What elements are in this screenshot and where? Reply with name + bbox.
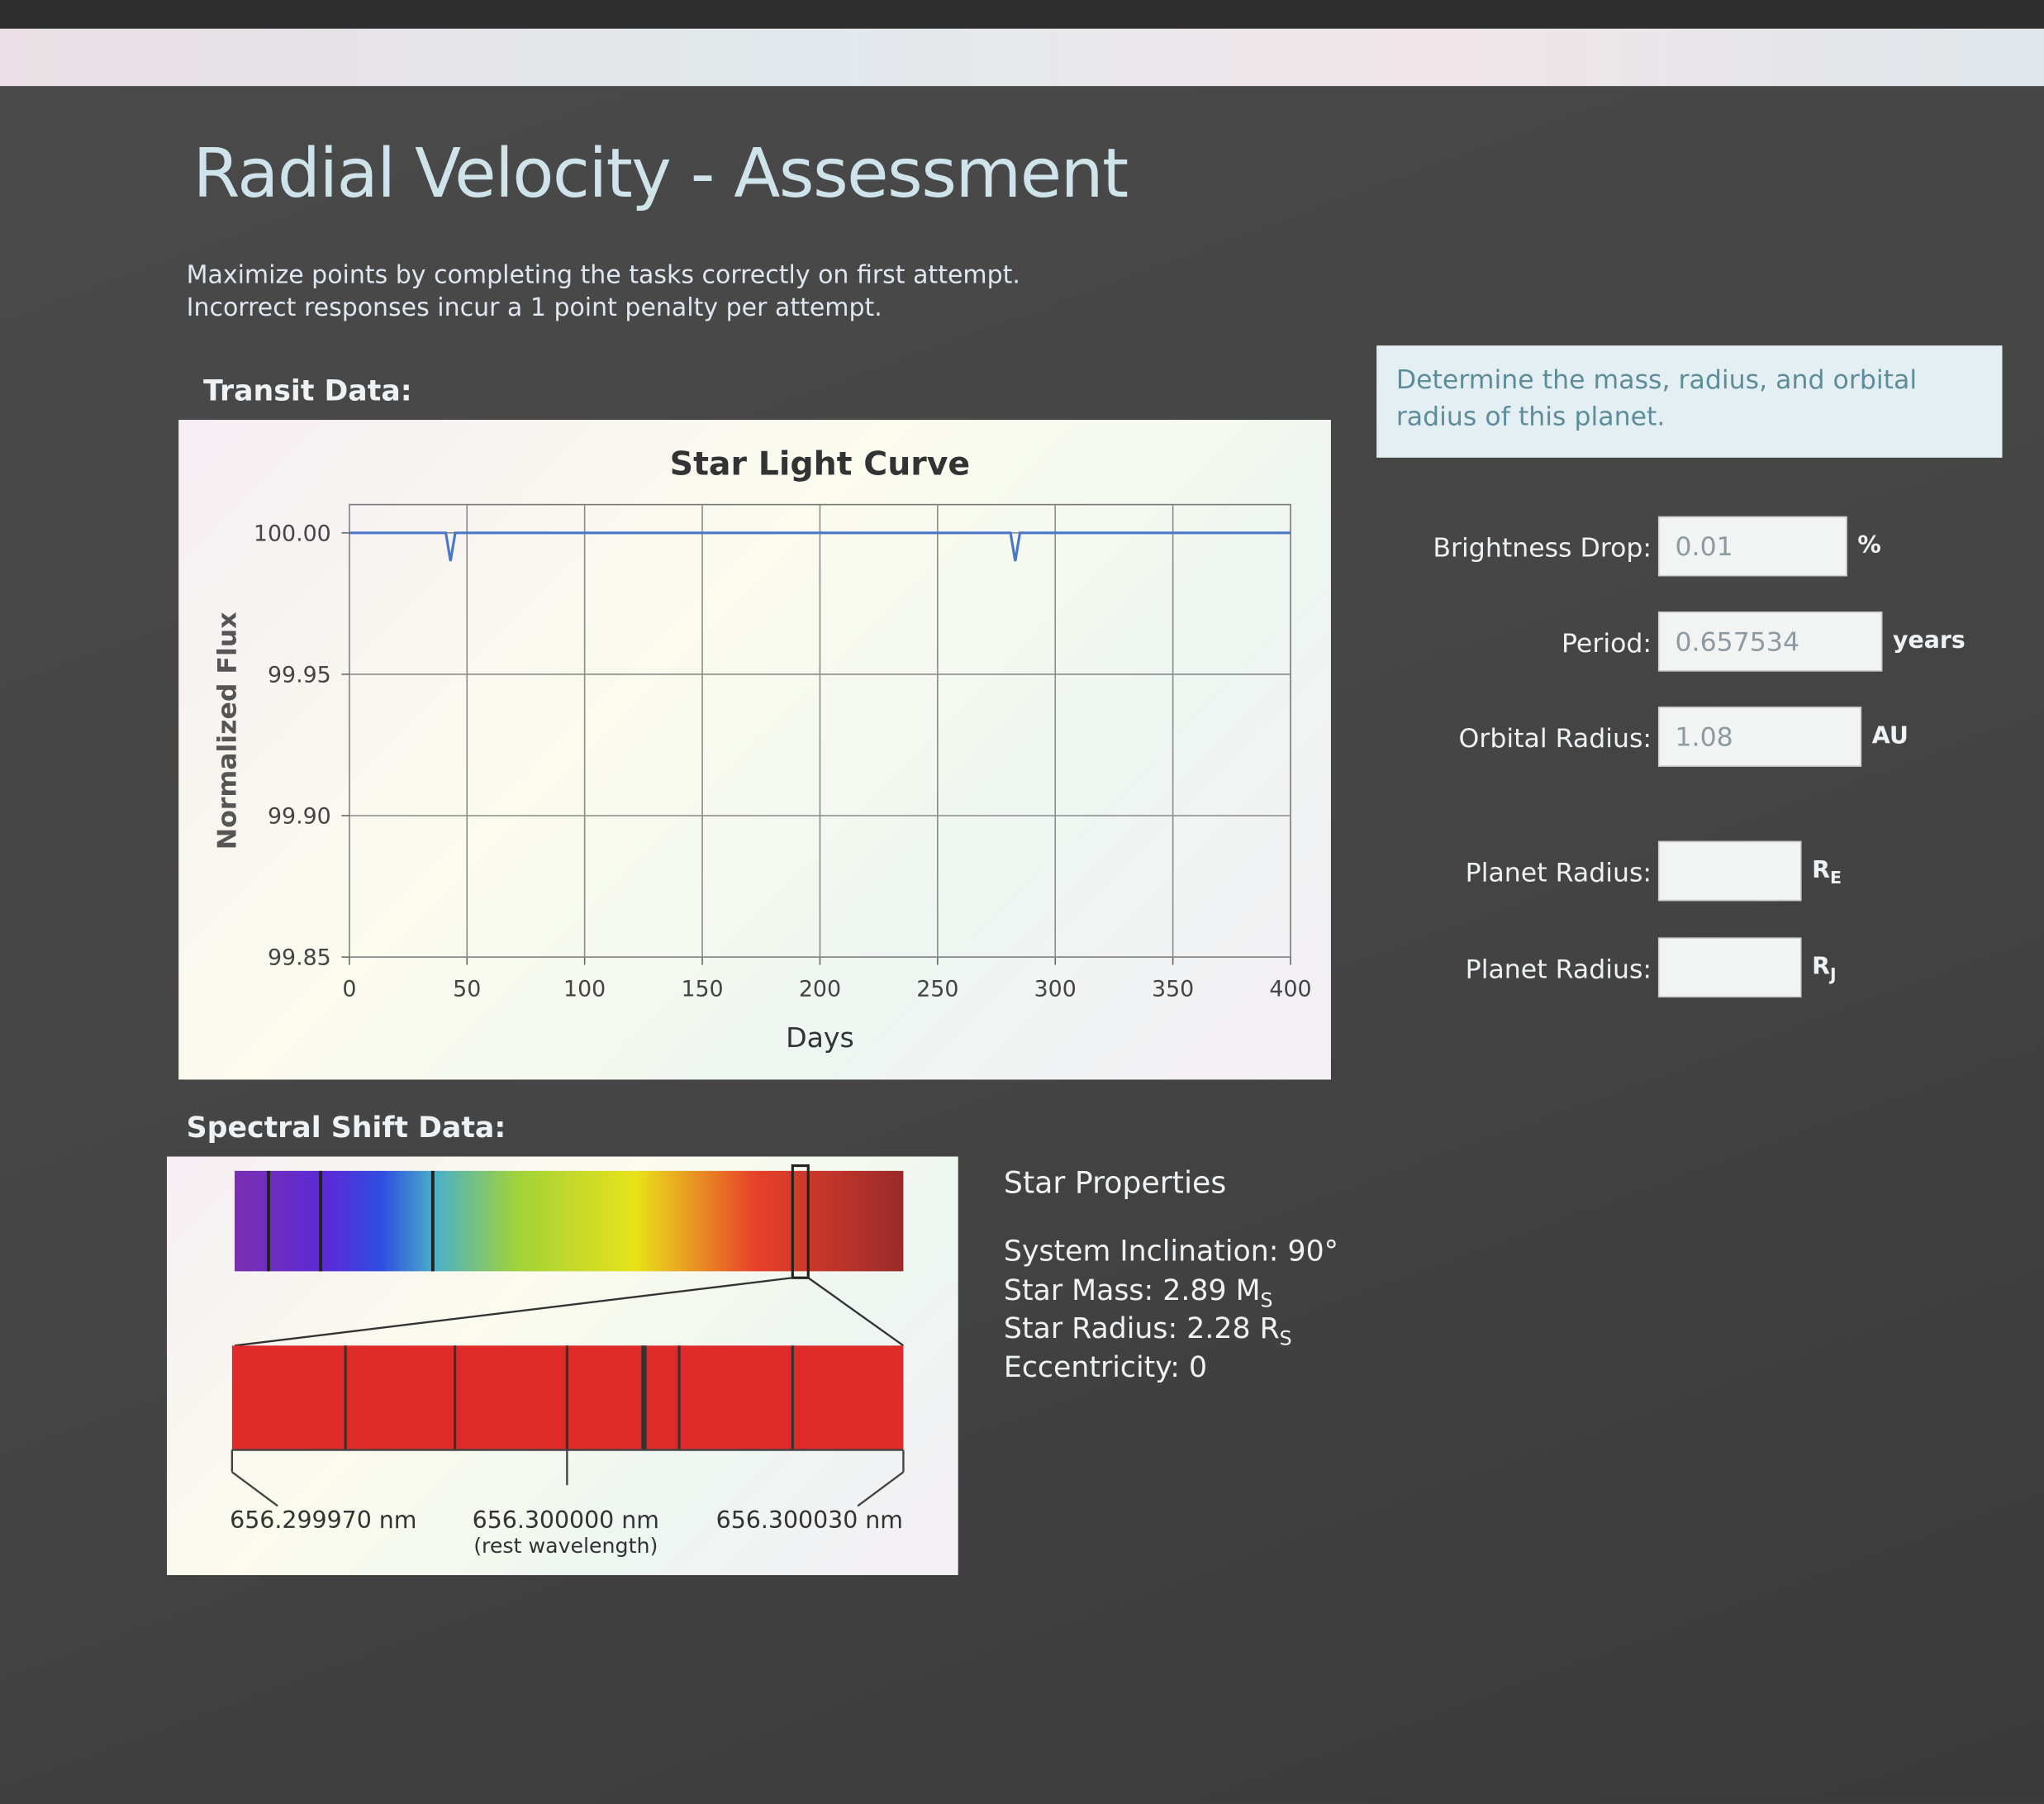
field-label: Orbital Radius: [1458, 722, 1652, 754]
x-tick-label: 200 [799, 976, 841, 1002]
wavelength-label: 656.300000 nm [473, 1507, 659, 1534]
y-tick-label: 100.00 [254, 521, 331, 546]
property-text: Eccentricity: 0 [1003, 1351, 1208, 1384]
field-input[interactable] [1657, 937, 1802, 998]
property-line: System Inclination: 90° [1004, 1236, 1338, 1269]
field-unit: RJ [1812, 953, 1837, 985]
x-tick-label: 150 [681, 976, 723, 1002]
field-label: Planet Radius: [1465, 856, 1652, 888]
property-line: Eccentricity: 0 [1004, 1351, 1207, 1383]
field-input[interactable] [1657, 516, 1847, 577]
task-prompt: Determine the mass, radius, and orbital … [1376, 345, 2003, 458]
field-unit: years [1893, 627, 1966, 654]
wavelength-label: 656.299970 nm [230, 1507, 416, 1534]
field-unit: AU [1872, 722, 1909, 750]
property-text: System Inclination: 90° [1003, 1235, 1339, 1269]
visible-spectrum [235, 1170, 904, 1272]
field-label: Period: [1562, 626, 1652, 659]
x-tick-label: 350 [1152, 976, 1194, 1002]
field-label: Brightness Drop: [1433, 531, 1652, 564]
instruction: Maximize points by completing the tasks … [186, 260, 1020, 290]
zoom-guides [234, 1277, 905, 1347]
properties-heading: Star Properties [1003, 1167, 1227, 1202]
chart-title: Star Light Curve [670, 445, 971, 483]
property-subscript: S [1279, 1326, 1292, 1350]
ruler [231, 1449, 905, 1507]
unit-subscript: E [1830, 869, 1842, 889]
unit-subscript: J [1830, 965, 1837, 986]
rest-note: (rest wavelength) [473, 1534, 658, 1558]
screen-bezel [0, 0, 2044, 29]
zoom-box [791, 1164, 810, 1279]
x-tick-label: 50 [453, 976, 481, 1002]
y-tick-label: 99.90 [268, 803, 331, 829]
y-tick-label: 99.85 [268, 945, 331, 971]
instruction: Incorrect responses incur a 1 point pena… [186, 293, 882, 322]
page-title: Radial Velocity - Assessment [193, 136, 1129, 214]
spectrum-panel: 656.299970 nm 656.300000 nm (rest wavele… [166, 1156, 958, 1575]
property-line: Star Radius: 2.28 RS [1004, 1313, 1292, 1350]
property-line: Star Mass: 2.89 MS [1004, 1274, 1273, 1311]
property-text: Star Radius: 2.28 R [1003, 1312, 1280, 1346]
flux-line [349, 531, 1291, 562]
field-input[interactable] [1657, 611, 1883, 672]
y-tick-label: 99.95 [268, 662, 331, 688]
light-curve-chart: Star Light Curve Days Normalized Flux 0 50 10… [178, 420, 1331, 1080]
field-input[interactable] [1657, 840, 1802, 902]
x-tick-label: 300 [1034, 976, 1077, 1002]
unit-text: % [1857, 531, 1881, 559]
section-heading: Transit Data: [203, 375, 412, 408]
x-tick-label: 250 [916, 976, 958, 1002]
property-subscript: S [1260, 1288, 1273, 1312]
y-axis-label: Normalized Flux [213, 612, 243, 850]
wavelength-label: 656.300030 nm [716, 1507, 903, 1534]
unit-text: years [1892, 626, 1966, 655]
x-axis-label: Days [786, 1021, 854, 1054]
x-tick-label: 100 [563, 976, 606, 1002]
section-heading: Spectral Shift Data: [186, 1111, 506, 1145]
top-stripe [0, 28, 2044, 87]
x-tick-label: 0 [342, 976, 356, 1002]
field-input[interactable] [1657, 707, 1862, 767]
field-unit: % [1857, 532, 1880, 559]
field-label: Planet Radius: [1465, 953, 1652, 985]
x-tick-label: 400 [1269, 976, 1311, 1002]
unit-text: R [1812, 953, 1831, 981]
zoomed-lines [344, 1345, 794, 1450]
absorption-lines [267, 1170, 435, 1272]
property-text: Star Mass: 2.89 M [1003, 1274, 1261, 1307]
unit-text: R [1812, 856, 1831, 884]
field-unit: RE [1812, 857, 1842, 889]
unit-text: AU [1871, 722, 1909, 750]
